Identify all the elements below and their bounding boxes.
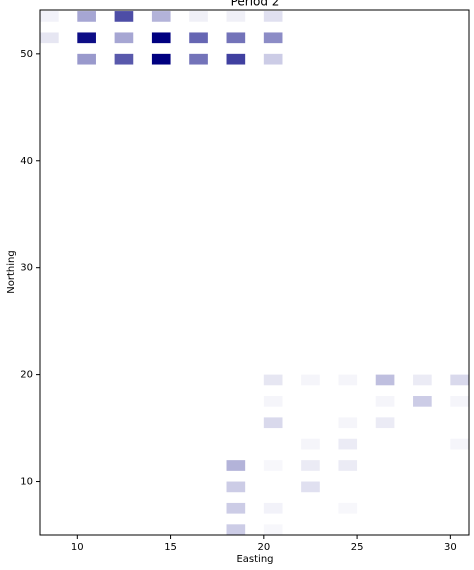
- cell: [114, 32, 134, 44]
- cell: [338, 374, 358, 386]
- y-tick-label: 30: [20, 263, 33, 274]
- y-tick-label: 10: [20, 477, 33, 488]
- cell: [263, 11, 283, 22]
- cell: [114, 11, 134, 22]
- cell: [301, 481, 320, 493]
- cell: [375, 417, 395, 429]
- cell: [338, 438, 358, 450]
- x-tick-label: 20: [257, 542, 270, 553]
- chart-title: Period 2: [231, 0, 280, 9]
- cell: [226, 524, 246, 535]
- y-tick-label: 20: [20, 370, 33, 381]
- x-tick-label: 30: [444, 542, 457, 553]
- cell: [226, 11, 246, 22]
- cell: [450, 374, 469, 386]
- cell: [40, 11, 59, 22]
- cell: [226, 53, 246, 65]
- cell: [189, 11, 208, 22]
- y-tick-label: 40: [20, 156, 33, 167]
- y-tick-label: 50: [20, 49, 33, 60]
- cell: [338, 460, 358, 471]
- cell: [375, 395, 395, 407]
- cell: [338, 502, 358, 514]
- x-axis-label: Easting: [236, 554, 273, 565]
- cell: [151, 11, 171, 22]
- cell: [450, 438, 469, 450]
- cell: [77, 32, 96, 44]
- cell: [263, 502, 283, 514]
- cell: [77, 11, 96, 22]
- cell: [301, 460, 320, 471]
- cell: [263, 524, 283, 535]
- cell: [151, 32, 171, 44]
- cell: [189, 53, 208, 65]
- cell: [375, 374, 395, 386]
- cell: [301, 438, 320, 450]
- plot-frame: [39, 9, 470, 536]
- cell: [338, 417, 358, 429]
- cell: [450, 395, 469, 407]
- cell: [226, 32, 246, 44]
- cell: [263, 417, 283, 429]
- cell: [263, 395, 283, 407]
- cell: [413, 374, 432, 386]
- cell: [263, 32, 283, 44]
- cell: [263, 374, 283, 386]
- cell: [77, 53, 96, 65]
- cell: [226, 481, 246, 493]
- x-tick-label: 15: [164, 542, 177, 553]
- cell: [114, 53, 134, 65]
- cell: [301, 374, 320, 386]
- cell: [263, 53, 283, 65]
- cell: [263, 460, 283, 471]
- cell: [40, 32, 59, 44]
- cell: [226, 460, 246, 471]
- cell: [189, 32, 208, 44]
- cell: [413, 395, 432, 407]
- cell: [226, 502, 246, 514]
- x-tick-label: 25: [351, 542, 364, 553]
- x-tick-label: 10: [71, 542, 84, 553]
- y-axis-label: Northing: [6, 250, 17, 293]
- cell: [151, 53, 171, 65]
